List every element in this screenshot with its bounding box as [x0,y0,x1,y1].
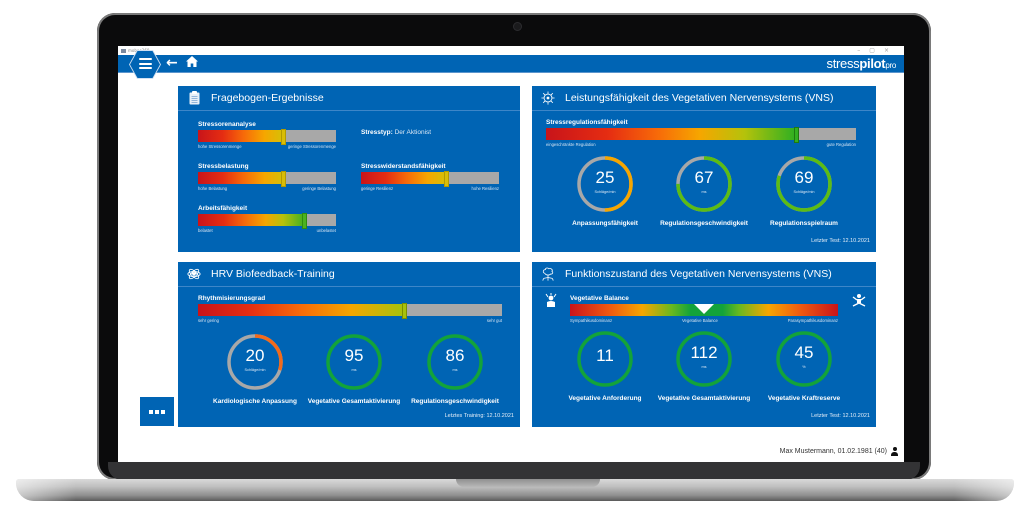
panel-hrv-biofeedback[interactable]: HRV Biofeedback-Training Rhythmisierungs… [178,262,520,427]
more-button[interactable] [140,397,174,426]
laptop-base [16,479,1014,501]
gauge-vegetative-gesamtaktivierung: 112 ms Vegetative Gesamtaktivierung [654,329,754,402]
panel-funktionszustand[interactable]: Funktionszustand des Vegetativen Nervens… [532,262,876,427]
bar-stressorenanalyse: Stressorenanalyse hohe Stressorenmenge ge… [198,121,336,149]
bar-rhythmisierungsgrad: Rhythmisierungsgrad sehr gering sehr gut [198,295,502,323]
panel-title: Leistungsfähigkeit des Vegetativen Nerve… [565,92,834,104]
last-test-stamp: Letzter Test: 12.10.2021 [811,238,870,244]
last-training-stamp: Letztes Training: 12.10.2021 [444,413,514,419]
user-name: Max Mustermann, 01.02.1981 (40) [779,448,887,455]
gauge-kardiologische-anpassung: 20 Schläge/min Kardiologische Anpassung [205,332,305,405]
user-icon[interactable] [891,447,898,456]
gauge-vegetative-gesamtaktivierung: 95 ms Vegetative Gesamtaktivierung [304,332,404,405]
meditating-person-icon [852,293,866,310]
minimize-button[interactable]: – [857,47,870,54]
panel-header: HRV Biofeedback-Training [178,262,520,287]
brain-network-icon [541,267,555,281]
bar-stressregulationsfaehigkeit: Stressregulationsfähigkeit eingeschränkt… [546,119,856,147]
back-arrow-icon[interactable]: ← [166,55,178,71]
bar-stressbelastung: Stressbelastung hohe Belastung geringe Be… [198,163,336,191]
close-button[interactable]: × [883,47,898,54]
menu-button[interactable] [130,51,160,78]
maximize-button[interactable]: ▢ [869,47,884,54]
panel-header: Fragebogen-Ergebnisse [178,86,520,111]
bar-arbeitsfaehigkeit: Arbeitsfähigkeit belastet unbelastet [198,205,336,233]
gauge-anpassungsfaehigkeit: 25 Schläge/min Anpassungsfähigkeit [555,154,655,227]
window-titlebar: mobee360 –▢× [118,46,904,55]
nervous-system-icon [541,91,555,105]
more-dots-icon [149,409,153,414]
navbar: ← stresspilotpro [118,50,904,79]
stressed-person-icon [545,293,557,310]
panel-title: Fragebogen-Ergebnisse [211,92,324,104]
laptop-chin [108,462,920,480]
stresstyp: Stresstyp: Der Aktionist [361,129,432,136]
webcam [513,22,522,31]
gauge-regulationsgeschwindigkeit: 86 ms Regulationsgeschwindigkeit [405,332,505,405]
panel-leistungsfaehigkeit[interactable]: Leistungsfähigkeit des Vegetativen Nerve… [532,86,876,252]
panel-header: Leistungsfähigkeit des Vegetativen Nerve… [532,86,876,111]
panel-header: Funktionszustand des Vegetativen Nervens… [532,262,876,287]
gauge-regulationsgeschwindigkeit: 67 ms Regulationsgeschwindigkeit [654,154,754,227]
app-icon [121,49,126,53]
heart-atom-icon [187,267,201,281]
gauge-vegetative-anforderung: 11 Vegetative Anforderung [555,329,655,402]
user-info[interactable]: Max Mustermann, 01.02.1981 (40) [780,447,898,456]
panel-fragebogen[interactable]: Fragebogen-Ergebnisse Stressorenanalyse … [178,86,520,252]
panel-title: HRV Biofeedback-Training [211,268,335,280]
app-window: mobee360 –▢× ← stresspilotpro Fragebogen… [118,46,904,462]
home-icon[interactable] [186,55,198,72]
hamburger-menu-icon[interactable] [139,58,152,69]
gauge-vegetative-kraftreserve: 45 % Vegetative Kraftreserve [754,329,854,402]
last-test-stamp: Letzter Test: 12.10.2021 [811,413,870,419]
balance-pointer-icon [694,304,714,314]
bar-stresswiderstandsfaehigkeit: Stresswiderstandsfähigkeit geringe Resil… [361,163,499,191]
bar-vegetative-balance: Vegetative Balance Sympathikusdominanz Ve… [570,295,838,323]
brand-logo: stresspilotpro [826,56,897,71]
window-controls: –▢× [857,46,898,55]
clipboard-icon [187,91,201,105]
laptop-notch [456,479,600,487]
gauge-regulationsspielraum: 69 Schläge/min Regulationsspielraum [754,154,854,227]
panel-title: Funktionszustand des Vegetativen Nervens… [565,268,832,280]
